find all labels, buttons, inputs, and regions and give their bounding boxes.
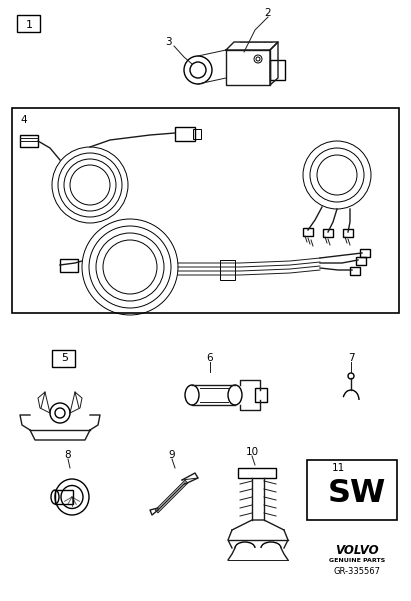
Text: SW: SW [328,478,386,508]
Text: VOLVO: VOLVO [335,543,379,557]
Bar [193,129,201,139]
Text: 9: 9 [169,450,175,460]
Bar [60,259,78,272]
Bar [12,108,399,313]
Bar [323,229,333,237]
Text: 2: 2 [265,8,271,18]
Bar [360,249,370,257]
Text: 8: 8 [65,450,72,460]
Text: GENUINE PARTS: GENUINE PARTS [329,558,385,563]
Bar [52,350,75,367]
Bar [343,229,353,237]
Text: 3: 3 [165,37,171,47]
Text: 10: 10 [245,447,259,457]
Bar [17,15,40,32]
Text: 6: 6 [207,353,213,363]
Text: 7: 7 [348,353,354,363]
Text: 5: 5 [62,353,69,363]
Text: GR-335567: GR-335567 [333,567,381,576]
Bar [350,267,360,275]
Bar [20,135,38,147]
Bar [220,260,235,280]
Bar [307,460,397,520]
Bar [238,468,276,478]
Bar [175,127,195,141]
Text: 1: 1 [25,20,32,30]
Bar [270,60,285,80]
Text: 11: 11 [332,463,345,473]
Bar [55,490,73,504]
Bar [356,257,366,265]
Text: 4: 4 [21,115,27,125]
Bar [255,388,267,402]
Bar [303,228,313,236]
